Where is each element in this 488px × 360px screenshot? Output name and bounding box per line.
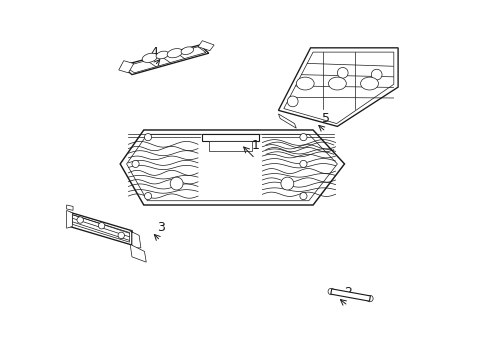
Polygon shape — [124, 47, 205, 73]
Circle shape — [170, 177, 183, 190]
Polygon shape — [72, 215, 129, 242]
Polygon shape — [208, 141, 251, 152]
Ellipse shape — [181, 47, 193, 54]
Text: 3: 3 — [156, 221, 164, 234]
Circle shape — [144, 193, 151, 200]
Polygon shape — [278, 114, 296, 128]
Polygon shape — [126, 134, 337, 201]
Circle shape — [132, 160, 139, 167]
Circle shape — [144, 134, 151, 141]
Polygon shape — [330, 289, 369, 301]
Circle shape — [281, 177, 293, 190]
Ellipse shape — [142, 53, 157, 62]
Text: 4: 4 — [150, 46, 158, 59]
Circle shape — [370, 69, 381, 80]
Polygon shape — [198, 41, 214, 51]
Text: 2: 2 — [344, 286, 351, 299]
Polygon shape — [201, 134, 258, 141]
Circle shape — [299, 193, 306, 200]
Circle shape — [77, 217, 83, 223]
Circle shape — [98, 222, 104, 229]
Ellipse shape — [328, 77, 346, 90]
Polygon shape — [66, 210, 72, 228]
Circle shape — [118, 232, 124, 239]
Ellipse shape — [167, 49, 182, 58]
Polygon shape — [130, 244, 146, 262]
Circle shape — [366, 295, 372, 302]
Circle shape — [287, 96, 298, 107]
Polygon shape — [119, 61, 134, 73]
Polygon shape — [278, 48, 397, 126]
Polygon shape — [283, 52, 393, 123]
Circle shape — [299, 160, 306, 167]
Ellipse shape — [296, 77, 313, 90]
Circle shape — [337, 67, 347, 78]
Text: 1: 1 — [251, 139, 259, 152]
Ellipse shape — [156, 51, 168, 59]
Polygon shape — [129, 231, 141, 248]
Polygon shape — [66, 205, 73, 210]
Circle shape — [299, 134, 306, 141]
Polygon shape — [69, 212, 132, 245]
Text: 5: 5 — [321, 112, 329, 125]
Polygon shape — [121, 45, 208, 75]
Ellipse shape — [360, 77, 378, 90]
Circle shape — [327, 288, 334, 295]
Polygon shape — [120, 130, 344, 205]
